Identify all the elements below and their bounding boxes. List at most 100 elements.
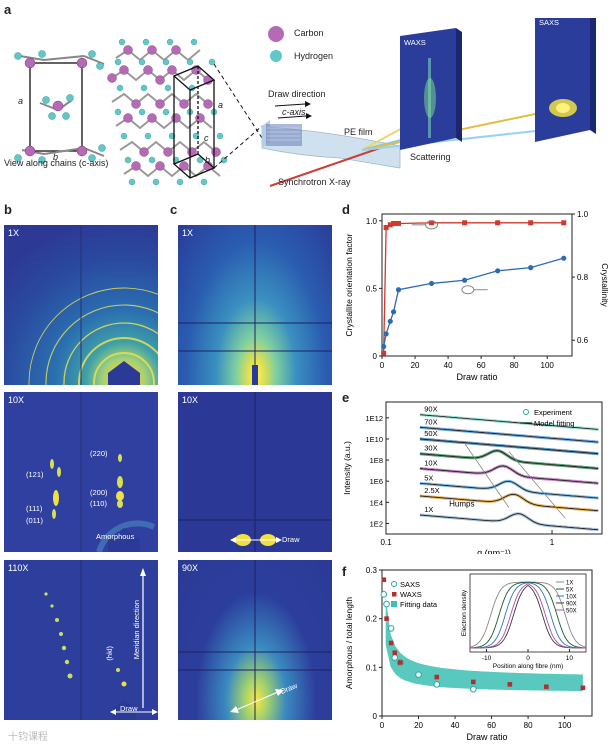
pe-film-label: PE film <box>344 127 373 137</box>
f-inset-xtick-label: -10 <box>482 655 492 662</box>
b-draw-label: Draw <box>120 704 138 713</box>
f-inset-ylabel: Electron density <box>461 589 468 636</box>
f-inset-legend-label: 5X <box>566 588 573 594</box>
e-ytick-label: 1E10 <box>365 435 383 444</box>
b-label-110x: 110X <box>8 563 29 573</box>
d-xtick-label: 80 <box>510 361 519 370</box>
f-point-waxs <box>434 674 440 680</box>
d-point <box>395 287 402 293</box>
reflection-200: (200) <box>90 488 108 497</box>
f-xtick-label: 100 <box>558 721 572 730</box>
waxs-pattern-1x: 1X <box>4 225 158 385</box>
unit-cell-end-view <box>14 50 106 164</box>
panel-label-d: d <box>342 202 350 217</box>
reflection-011: (011) <box>26 516 43 525</box>
d-point <box>429 220 435 226</box>
e-ytick-label: 1E12 <box>365 414 383 423</box>
d-xtick-label: 0 <box>380 361 385 370</box>
e-hump-guide-2 <box>508 451 566 519</box>
draw-direction-label: Draw direction <box>268 89 326 99</box>
f-point-waxs <box>384 616 389 621</box>
reflection-110: (110) <box>90 499 107 508</box>
e-xtick-label: 0.1 <box>380 538 392 547</box>
d-xtick-label: 100 <box>541 361 555 370</box>
e-frame <box>385 401 603 535</box>
d-point <box>387 222 393 228</box>
c-axis-label: c-axis <box>282 107 306 117</box>
f-inset-legend-label: 50X <box>566 609 577 615</box>
waxs-pattern-110x: 110X Meridian direction (hkl) Draw <box>4 560 158 720</box>
f-inset-legend-label: 10X <box>566 595 577 601</box>
d-y2label: Crystallinity <box>600 263 610 307</box>
reflection-121: (121) <box>26 470 44 479</box>
saxs-label: SAXS <box>539 18 560 27</box>
d-point <box>495 268 501 274</box>
d-point <box>387 318 393 324</box>
watermark-text: 十钧课程 <box>8 732 48 743</box>
d-ytick-label: 0.5 <box>366 284 378 293</box>
f-ytick-label: 0.2 <box>366 615 378 624</box>
f-inset-curve <box>470 583 586 649</box>
e-curve-fit <box>419 426 599 443</box>
lattice-b-left: b <box>53 152 59 162</box>
e-curve-label: 90X <box>424 405 437 414</box>
d-y2tick-label: 1.0 <box>577 210 589 219</box>
e-legend-marker-experiment <box>523 409 529 415</box>
synchrotron-label: Synchrotron X-ray <box>278 177 351 187</box>
d-indicator-right <box>461 285 475 295</box>
f-point-waxs <box>507 682 513 687</box>
d-series-line-1 <box>383 257 564 347</box>
d-point <box>381 343 387 350</box>
d-point <box>391 220 397 226</box>
f-inset-xlabel: Position along fibre (nm) <box>493 663 563 670</box>
f-point-saxs <box>383 600 390 608</box>
lattice-a-mid: a <box>218 100 224 110</box>
waxs-detector <box>400 28 462 150</box>
hydrogen-legend-text: Hydrogen <box>294 51 334 61</box>
pe-film <box>261 120 401 169</box>
amorphous-label: Amorphous <box>96 532 135 541</box>
e-curve-experiment <box>419 449 599 470</box>
view-caption: View along chains (c-axis) <box>4 158 109 168</box>
b-label-10x: 10X <box>8 395 25 405</box>
chart-d: 0 20 40 60 80 100 0 0.5 1.0 0.6 0.8 1.0 Draw ratio Cr… <box>344 210 610 382</box>
saxs-pattern-10x: 10X Draw <box>178 392 332 552</box>
carbon-legend-text: Carbon <box>294 28 324 38</box>
saxs-pattern-90x: 90X Draw <box>178 560 332 720</box>
d-xtick-label: 20 <box>411 361 420 370</box>
f-xtick-label: 20 <box>414 721 423 730</box>
e-legend-experiment: Experiment <box>534 408 573 417</box>
e-curve-label: 70X <box>424 417 437 426</box>
c-label-90x: 90X <box>182 563 199 573</box>
e-humps-label: Humps <box>449 500 474 509</box>
f-point-waxs <box>381 577 387 583</box>
f-legend-marker-saxs <box>391 581 397 587</box>
hydrogen-legend-marker <box>270 50 282 62</box>
e-ytick-label: 1E6 <box>370 477 383 486</box>
e-legend-fit: Model fitting <box>534 419 574 428</box>
f-inset-curve <box>469 581 587 649</box>
panel-label-e: e <box>342 390 350 405</box>
e-xtick-label: 1 <box>550 538 555 547</box>
d-point <box>528 265 534 271</box>
panel-a-schematic <box>14 18 596 187</box>
d-point <box>462 277 468 283</box>
d-point <box>383 225 389 231</box>
d-point <box>561 220 567 226</box>
e-ytick-label: 1E8 <box>370 456 383 465</box>
e-curve-fit <box>419 450 599 469</box>
e-curve-fit <box>419 438 599 455</box>
f-point-waxs <box>580 685 586 691</box>
c-label-10x: 10X <box>182 395 199 405</box>
d-point <box>428 280 435 287</box>
f-legend-marker-fit <box>391 601 397 607</box>
panel-label-f: f <box>342 564 347 579</box>
f-point-waxs <box>397 660 403 665</box>
lattice-a-left: a <box>18 96 24 106</box>
meridian-label: Meridian direction <box>132 600 141 660</box>
f-point-waxs <box>388 640 394 646</box>
panel-label-b: b <box>4 202 12 217</box>
d-point <box>390 309 397 315</box>
f-point-waxs <box>471 679 476 685</box>
